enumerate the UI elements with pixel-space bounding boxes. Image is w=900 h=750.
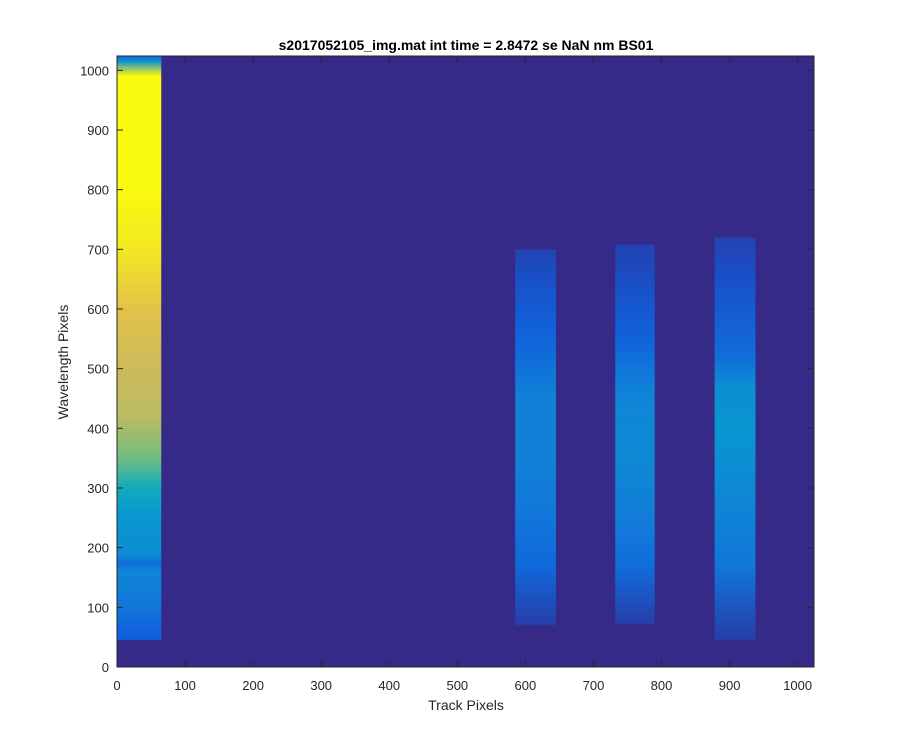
y-tick-label: 900 [87,123,109,138]
y-tick-label: 100 [87,600,109,615]
x-tick-label: 700 [583,678,605,693]
y-tick-label: 300 [87,481,109,496]
y-tick-label: 500 [87,362,109,377]
x-tick-label: 900 [719,678,741,693]
chart-title: s2017052105_img.mat int time = 2.8472 se… [279,37,654,53]
y-tick-label: 800 [87,183,109,198]
y-tick-label: 1000 [80,63,109,78]
x-tick-label: 500 [446,678,468,693]
bands-layer [117,56,756,641]
x-tick-label: 800 [651,678,673,693]
x-tick-label: 300 [310,678,332,693]
x-axis-label: Track Pixels [428,697,504,713]
y-tick-label: 0 [102,660,109,675]
axes-box [116,55,815,668]
x-tick-label: 200 [242,678,264,693]
x-tick-label: 600 [515,678,537,693]
plot-area [117,56,814,667]
spectral-band-1 [117,56,162,641]
y-tick-label: 600 [87,302,109,317]
y-tick-label: 700 [87,242,109,257]
x-tick-label: 400 [378,678,400,693]
axes-layer: 0 100 200 300 400 500 600 700 800 900 1000 0 100 200 3… [80,55,815,693]
spectral-band-2 [515,249,557,626]
y-tick-label: 200 [87,541,109,556]
spectral-band-4 [714,237,756,641]
x-tick-label: 100 [174,678,196,693]
y-tick-label: 400 [87,421,109,436]
x-tick-label: 0 [113,678,120,693]
x-tick-label: 1000 [783,678,812,693]
y-axis-label: Wavelength Pixels [55,305,71,420]
spectral-band-3 [615,244,655,625]
